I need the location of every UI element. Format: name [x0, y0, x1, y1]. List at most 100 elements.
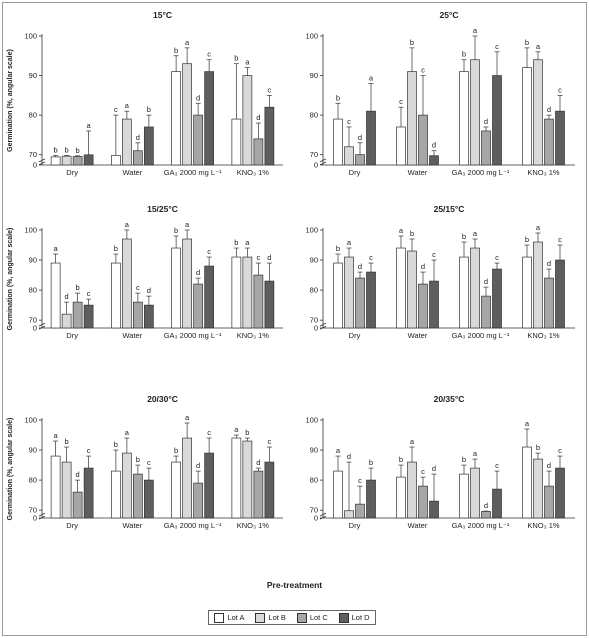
- bar: [555, 110, 565, 166]
- category-label: Dry: [66, 331, 78, 340]
- significance-letter: a: [336, 446, 341, 455]
- significance-letter: c: [147, 458, 151, 467]
- y-tick-label: 80: [310, 286, 318, 295]
- significance-letter: a: [185, 220, 190, 229]
- bar: [122, 118, 132, 166]
- bar: [396, 126, 406, 166]
- bar: [470, 59, 480, 166]
- y-tick-label: 70: [310, 316, 318, 325]
- significance-letter: c: [136, 283, 140, 292]
- y-tick-label: 80: [29, 286, 37, 295]
- y-tick-label: 0: [33, 324, 37, 333]
- bar: [355, 503, 365, 519]
- y-tick-label: 70: [29, 506, 37, 515]
- y-tick-label: 70: [310, 506, 318, 515]
- y-tick-label: 100: [305, 226, 318, 235]
- significance-letter: c: [358, 476, 362, 485]
- bar: [522, 256, 532, 329]
- bar: [264, 280, 275, 329]
- category-label: KNO₃ 1%: [237, 168, 270, 177]
- significance-letter: d: [347, 452, 351, 461]
- chart-title: 15°C: [153, 10, 172, 20]
- significance-letter: c: [495, 253, 499, 262]
- bar: [264, 461, 275, 519]
- y-tick-label: 90: [29, 446, 37, 455]
- y-tick-label: 70: [310, 150, 318, 159]
- axis-break-mark: [38, 158, 46, 163]
- significance-letter: c: [268, 85, 272, 94]
- significance-letter: d: [256, 113, 260, 122]
- bar: [333, 262, 343, 329]
- category-label: Water: [408, 168, 428, 177]
- significance-letter: d: [432, 464, 436, 473]
- significance-letter: b: [65, 145, 69, 154]
- category-label: Dry: [349, 331, 361, 340]
- bar: [253, 138, 264, 166]
- category-label: Dry: [349, 168, 361, 177]
- bar: [544, 118, 554, 166]
- significance-letter: b: [410, 38, 414, 47]
- bar: [522, 446, 532, 519]
- bar: [61, 461, 72, 519]
- significance-letter: b: [114, 244, 118, 253]
- y-tick-label: 90: [310, 71, 318, 80]
- significance-letter: a: [245, 58, 250, 67]
- significance-letter: b: [369, 458, 373, 467]
- significance-letter: d: [484, 117, 488, 126]
- bar: [242, 440, 253, 519]
- significance-letter: d: [358, 262, 362, 271]
- chart-title: 25°C: [440, 10, 459, 20]
- bar: [171, 247, 181, 329]
- bar: [182, 63, 192, 166]
- y-tick-label: 100: [305, 32, 318, 41]
- category-label: GA₃ 2000 mg L⁻¹: [164, 168, 222, 177]
- bar: [50, 156, 61, 166]
- bar: [144, 304, 154, 329]
- category-label: Dry: [66, 521, 78, 530]
- significance-letter: b: [54, 145, 58, 154]
- bar: [396, 247, 406, 329]
- significance-letter: a: [473, 26, 478, 35]
- bar: [396, 476, 406, 519]
- bar: [544, 485, 554, 519]
- bar: [50, 455, 61, 519]
- significance-letter: b: [114, 440, 118, 449]
- significance-letter: b: [76, 283, 80, 292]
- bar: [344, 146, 354, 166]
- bar: [555, 259, 565, 329]
- category-label: KNO₃ 1%: [527, 168, 560, 177]
- bar: [72, 156, 83, 166]
- bar: [544, 277, 554, 329]
- significance-letter: a: [54, 244, 59, 253]
- bar: [204, 71, 214, 166]
- significance-letter: c: [207, 247, 211, 256]
- significance-letter: b: [536, 443, 540, 452]
- significance-letter: a: [185, 413, 190, 422]
- bar: [481, 511, 491, 519]
- bar: [50, 262, 61, 329]
- significance-letter: c: [558, 446, 562, 455]
- significance-letter: a: [369, 73, 374, 82]
- bar: [418, 283, 428, 329]
- bar: [171, 461, 181, 519]
- bar: [193, 283, 203, 329]
- bar: [133, 301, 143, 329]
- significance-letter: b: [462, 50, 466, 59]
- bar: [242, 256, 253, 329]
- significance-letter: d: [267, 253, 271, 262]
- significance-letter: b: [136, 455, 140, 464]
- category-label: KNO₃ 1%: [237, 331, 270, 340]
- y-tick-label: 80: [310, 476, 318, 485]
- bar: [133, 473, 143, 519]
- y-tick-label: 70: [29, 316, 37, 325]
- bar: [407, 250, 417, 329]
- chart-title: 25/15°C: [434, 204, 465, 214]
- significance-letter: d: [432, 141, 436, 150]
- significance-letter: c: [87, 446, 91, 455]
- bar: [182, 437, 192, 519]
- axis-break-mark: [319, 325, 327, 330]
- significance-letter: d: [484, 501, 488, 510]
- bar: [522, 67, 532, 166]
- bar: [429, 500, 439, 519]
- bar: [366, 110, 376, 166]
